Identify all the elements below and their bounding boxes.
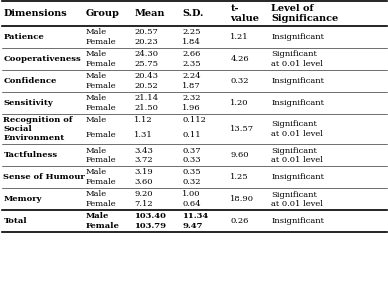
Text: Female: Female [86, 178, 116, 186]
Text: 21.14: 21.14 [134, 94, 158, 102]
Text: 0.32: 0.32 [230, 77, 249, 85]
Text: Recognition of
Social
Environment: Recognition of Social Environment [3, 116, 73, 142]
Text: Male: Male [86, 94, 107, 102]
Text: 0.64: 0.64 [182, 200, 201, 208]
Text: 2.25: 2.25 [182, 28, 201, 36]
Text: Significant
at 0.01 level: Significant at 0.01 level [271, 120, 323, 138]
Text: 1.96: 1.96 [182, 104, 201, 112]
Text: 20.23: 20.23 [134, 38, 158, 46]
Text: Male: Male [86, 28, 107, 36]
Text: 13.57: 13.57 [230, 125, 255, 133]
Text: t-
value: t- value [230, 4, 260, 23]
Text: 21.50: 21.50 [134, 104, 158, 112]
Text: 0.11: 0.11 [182, 131, 201, 139]
Text: 3.19: 3.19 [134, 168, 153, 176]
Text: Mean: Mean [134, 9, 165, 18]
Text: Female: Female [86, 200, 116, 208]
Text: Cooperativeness: Cooperativeness [3, 55, 81, 63]
Text: Male: Male [86, 72, 107, 80]
Text: 9.60: 9.60 [230, 151, 249, 160]
Text: 1.31: 1.31 [134, 131, 153, 139]
Text: S.D.: S.D. [182, 9, 204, 18]
Text: 3.43: 3.43 [134, 146, 153, 155]
Text: Female: Female [86, 60, 116, 68]
Text: Significant
at 0.01 level: Significant at 0.01 level [271, 147, 323, 164]
Text: 9.20: 9.20 [134, 190, 152, 198]
Text: 20.57: 20.57 [134, 28, 158, 36]
Text: 1.87: 1.87 [182, 82, 201, 90]
Text: Female: Female [86, 104, 116, 112]
Text: Total: Total [3, 217, 27, 225]
Text: Male: Male [86, 212, 109, 220]
Text: Male: Male [86, 116, 107, 124]
Text: Tactfulness: Tactfulness [3, 151, 57, 160]
Text: 3.60: 3.60 [134, 178, 152, 186]
Text: Male: Male [86, 50, 107, 58]
Text: 1.84: 1.84 [182, 38, 201, 46]
Text: 0.35: 0.35 [182, 168, 201, 176]
Text: Insignificant: Insignificant [271, 173, 324, 181]
Text: 20.43: 20.43 [134, 72, 158, 80]
Text: 7.12: 7.12 [134, 200, 153, 208]
Text: Insignificant: Insignificant [271, 217, 324, 225]
Text: Female: Female [86, 222, 120, 230]
Text: 0.112: 0.112 [182, 116, 206, 124]
Text: 3.72: 3.72 [134, 156, 153, 164]
Text: 20.52: 20.52 [134, 82, 158, 90]
Text: 11.34: 11.34 [182, 212, 208, 220]
Text: Female: Female [86, 156, 116, 164]
Text: 1.00: 1.00 [182, 190, 201, 198]
Text: Insignificant: Insignificant [271, 77, 324, 85]
Text: 9.47: 9.47 [182, 222, 203, 230]
Text: 24.30: 24.30 [134, 50, 158, 58]
Text: 0.37: 0.37 [182, 146, 201, 155]
Text: Female: Female [86, 131, 116, 139]
Text: 1.21: 1.21 [230, 33, 249, 41]
Text: Confidence: Confidence [3, 77, 57, 85]
Text: Memory: Memory [3, 195, 42, 203]
Text: 0.32: 0.32 [182, 178, 201, 186]
Text: 103.79: 103.79 [134, 222, 166, 230]
Text: 1.25: 1.25 [230, 173, 249, 181]
Text: 18.90: 18.90 [230, 195, 255, 203]
Text: 25.75: 25.75 [134, 60, 158, 68]
Text: 2.32: 2.32 [182, 94, 201, 102]
Text: Insignificant: Insignificant [271, 99, 324, 107]
Text: 1.20: 1.20 [230, 99, 249, 107]
Text: Dimensions: Dimensions [3, 9, 67, 18]
Text: Male: Male [86, 146, 107, 155]
Text: Female: Female [86, 38, 116, 46]
Text: Female: Female [86, 82, 116, 90]
Text: Group: Group [86, 9, 120, 18]
Text: Significant
at 0.01 level: Significant at 0.01 level [271, 50, 323, 68]
Text: 4.26: 4.26 [230, 55, 249, 63]
Text: Level of
Significance: Level of Significance [271, 4, 338, 23]
Text: 2.24: 2.24 [182, 72, 201, 80]
Text: Sensitivity: Sensitivity [3, 99, 53, 107]
Text: Sense of Humour: Sense of Humour [3, 173, 85, 181]
Text: Male: Male [86, 168, 107, 176]
Text: 1.12: 1.12 [134, 116, 153, 124]
Text: 2.35: 2.35 [182, 60, 201, 68]
Text: 0.26: 0.26 [230, 217, 249, 225]
Text: 103.40: 103.40 [134, 212, 166, 220]
Text: Significant
at 0.01 level: Significant at 0.01 level [271, 191, 323, 208]
Text: Patience: Patience [3, 33, 44, 41]
Text: 0.33: 0.33 [182, 156, 201, 164]
Text: 2.66: 2.66 [182, 50, 201, 58]
Text: Male: Male [86, 190, 107, 198]
Text: Insignificant: Insignificant [271, 33, 324, 41]
